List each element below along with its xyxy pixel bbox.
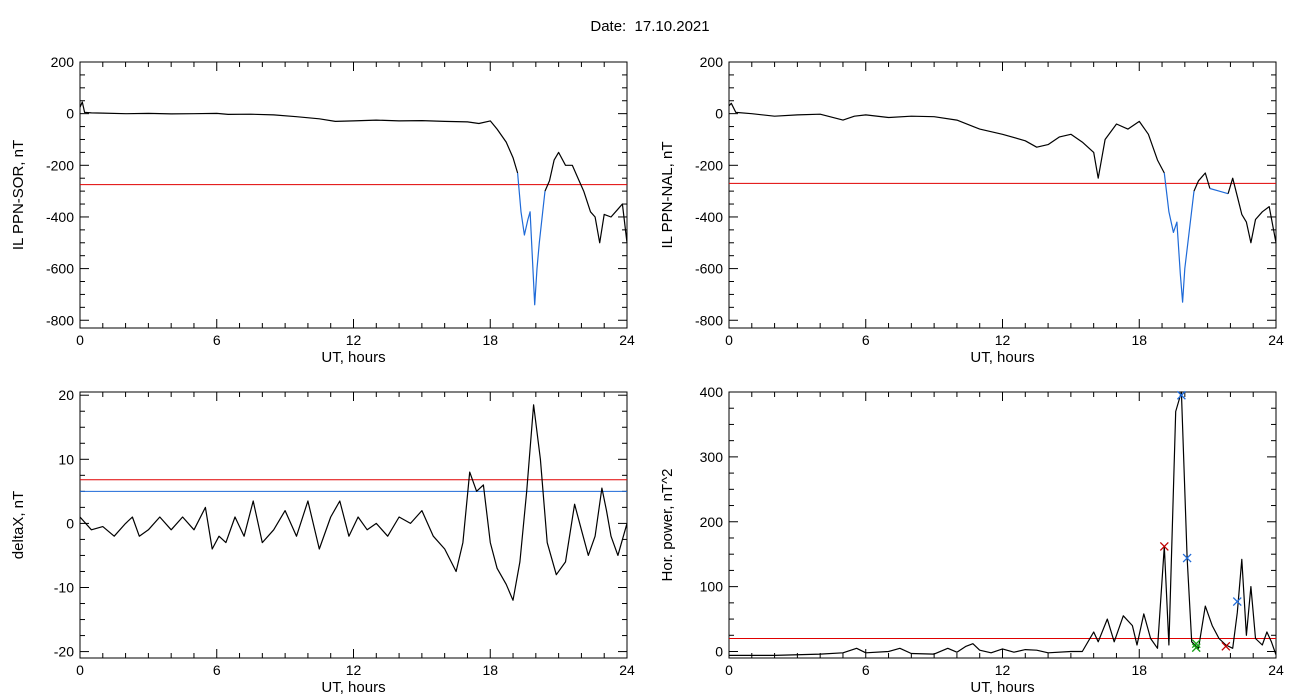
peak-marker xyxy=(1191,639,1201,649)
x-tick-label: 12 xyxy=(995,332,1011,348)
x-axis-label: UT, hours xyxy=(321,679,385,696)
peak-marker xyxy=(1176,390,1186,400)
y-tick-label: -200 xyxy=(46,157,74,173)
x-tick-label: 24 xyxy=(619,332,635,348)
x-axis-label: UT, hours xyxy=(970,679,1034,696)
y-tick-label: -600 xyxy=(46,261,74,277)
plot-frame xyxy=(79,391,628,659)
y-tick-label: 200 xyxy=(51,54,75,70)
y-tick-label: 200 xyxy=(700,514,724,530)
series-line xyxy=(728,102,1165,179)
y-tick-label: 0 xyxy=(66,515,74,531)
x-tick-label: 12 xyxy=(346,662,362,678)
peak-marker xyxy=(1232,597,1242,607)
x-tick-label: 6 xyxy=(213,662,221,678)
y-tick-label: 200 xyxy=(700,54,724,70)
x-tick-label: 6 xyxy=(862,662,870,678)
series-line xyxy=(1193,172,1211,192)
y-axis-label: Hor. power, nT^2 xyxy=(659,469,676,582)
x-tick-label: 0 xyxy=(725,332,733,348)
y-tick-label: -400 xyxy=(695,209,723,225)
x-axis-label: UT, hours xyxy=(970,349,1034,366)
y-tick-label: 400 xyxy=(700,384,724,400)
panel-il-ppn-sor: 0 6 12 18 24 200 0 -200 -400 -600 -800 UT, hours IL … xyxy=(10,54,635,366)
y-tick-label: -200 xyxy=(695,157,723,173)
series-line xyxy=(1209,187,1229,195)
page-title: Date: 17.10.2021 xyxy=(590,18,710,35)
y-tick-label: -800 xyxy=(695,312,723,328)
series-line xyxy=(544,151,628,244)
series-line xyxy=(1227,177,1277,244)
peak-marker xyxy=(1159,541,1169,551)
x-tick-label: 6 xyxy=(862,332,870,348)
y-axis-label: IL PPN-NAL, nT xyxy=(659,142,676,249)
x-tick-label: 12 xyxy=(346,332,362,348)
y-tick-label: -800 xyxy=(46,312,74,328)
panel-il-ppn-nal: 0 6 12 18 24 200 0 -200 -400 -600 -800 UT, hours IL … xyxy=(659,54,1284,366)
y-tick-label: 10 xyxy=(58,451,74,467)
x-tick-label: 6 xyxy=(213,332,221,348)
x-tick-label: 18 xyxy=(1131,662,1147,678)
y-tick-label: 0 xyxy=(715,644,723,660)
series-line xyxy=(517,172,546,306)
y-tick-label: -400 xyxy=(46,209,74,225)
x-tick-label: 24 xyxy=(619,662,635,678)
y-tick-label: 0 xyxy=(66,106,74,122)
x-tick-label: 0 xyxy=(76,662,84,678)
y-tick-label: 100 xyxy=(700,579,724,595)
peak-marker xyxy=(1182,553,1192,563)
x-tick-label: 18 xyxy=(482,662,498,678)
y-tick-label: 300 xyxy=(700,449,724,465)
y-axis-label: IL PPN-SOR, nT xyxy=(10,140,27,250)
panel-hor-power: 0 6 12 18 24 400 300 200 100 0 UT, hours Hor. power… xyxy=(659,384,1284,696)
panel-deltax: 0 6 12 18 24 20 10 0 -10 -20 UT, hours deltaX, nT xyxy=(10,387,635,696)
x-tick-label: 12 xyxy=(995,662,1011,678)
series-line xyxy=(729,391,1277,656)
peak-marker xyxy=(1191,643,1201,653)
x-tick-label: 18 xyxy=(482,332,498,348)
series-line xyxy=(79,404,628,601)
y-tick-label: 20 xyxy=(58,387,74,403)
x-tick-label: 0 xyxy=(76,332,84,348)
y-axis-label: deltaX, nT xyxy=(10,491,27,559)
y-tick-label: -10 xyxy=(54,579,74,595)
y-tick-label: -600 xyxy=(695,261,723,277)
x-axis-label: UT, hours xyxy=(321,349,385,366)
series-line xyxy=(79,101,519,174)
series-line xyxy=(1163,172,1195,303)
x-tick-label: 24 xyxy=(1268,332,1284,348)
plot-frame xyxy=(728,391,1277,659)
peak-marker xyxy=(1221,641,1231,651)
y-tick-label: -20 xyxy=(54,644,74,660)
x-tick-label: 24 xyxy=(1268,662,1284,678)
y-tick-label: 0 xyxy=(715,106,723,122)
x-tick-label: 0 xyxy=(725,662,733,678)
x-tick-label: 18 xyxy=(1131,332,1147,348)
